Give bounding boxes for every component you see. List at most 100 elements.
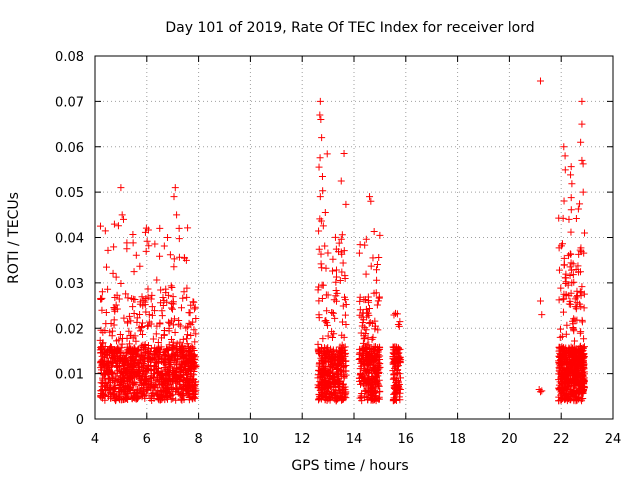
data-point [567, 194, 575, 202]
data-point [580, 343, 588, 351]
data-point [324, 344, 332, 352]
data-point [574, 262, 582, 270]
data-point [358, 390, 366, 398]
data-point [562, 270, 570, 278]
data-point [374, 297, 382, 305]
data-point [339, 302, 347, 310]
data-point [338, 268, 346, 276]
data-point [116, 349, 124, 357]
data-point [183, 340, 191, 348]
data-point [342, 367, 350, 375]
data-point [323, 321, 331, 329]
data-point [167, 282, 175, 290]
data-point [185, 319, 193, 327]
data-point [139, 360, 147, 368]
data-point [560, 385, 568, 393]
data-point [322, 317, 330, 325]
data-point [129, 386, 137, 394]
data-point [575, 250, 583, 258]
data-point [341, 390, 349, 398]
x-tick-label: 12 [294, 432, 311, 447]
data-point [578, 283, 586, 291]
data-point [140, 355, 148, 363]
data-point [337, 356, 345, 364]
data-point [324, 354, 332, 362]
data-point [576, 200, 584, 208]
data-point [330, 386, 338, 394]
data-point [159, 391, 167, 399]
data-point [390, 311, 398, 319]
data-point [111, 294, 119, 302]
data-point [558, 240, 566, 248]
data-point [366, 193, 374, 201]
data-point [129, 346, 137, 354]
data-point [317, 260, 325, 268]
data-point [362, 235, 370, 243]
data-point [362, 392, 370, 400]
data-point [179, 354, 187, 362]
data-point [330, 296, 338, 304]
data-point [175, 224, 183, 232]
data-point [104, 246, 112, 254]
data-point [321, 377, 329, 385]
data-point [579, 188, 587, 196]
data-point [186, 382, 194, 390]
data-point [147, 344, 155, 352]
data-point [356, 297, 364, 305]
data-point [577, 328, 585, 336]
data-point [339, 259, 347, 267]
data-point [342, 300, 350, 308]
data-point [372, 289, 380, 297]
data-point [158, 312, 166, 320]
data-point [333, 273, 341, 281]
data-point [335, 375, 343, 383]
data-point [144, 322, 152, 330]
data-point [119, 215, 127, 223]
data-point [536, 297, 544, 305]
data-point [154, 357, 162, 365]
x-tick-label: 4 [91, 432, 99, 447]
data-point [360, 382, 368, 390]
data-point [357, 329, 365, 337]
data-point [153, 350, 161, 358]
data-point [148, 311, 156, 319]
data-point [192, 314, 200, 322]
data-point [315, 163, 323, 171]
y-tick-label: 0.05 [55, 186, 84, 201]
data-point [148, 303, 156, 311]
data-point [190, 326, 198, 334]
data-point [185, 309, 193, 317]
data-point [149, 354, 157, 362]
data-point [131, 332, 139, 340]
data-point [366, 345, 374, 353]
data-point [97, 387, 105, 395]
data-point [179, 391, 187, 399]
x-tick-label: 14 [346, 432, 363, 447]
data-point [556, 325, 564, 333]
data-point [569, 260, 577, 268]
data-point [117, 396, 125, 404]
data-point [169, 298, 177, 306]
data-point [108, 332, 116, 340]
data-point [328, 360, 336, 368]
data-point [336, 277, 344, 285]
axis-ticks: 4 6 8 10 12 14 16 18 20 22 24 0 0.01 0.02 0.03 0.04 0.05… [55, 50, 621, 447]
data-point [319, 281, 327, 289]
data-point [328, 267, 336, 275]
data-point [567, 171, 575, 179]
data-point [396, 358, 404, 366]
data-point [562, 389, 570, 397]
data-point [321, 317, 329, 325]
data-point [316, 215, 324, 223]
data-point [336, 348, 344, 356]
data-point [176, 360, 184, 368]
data-point [567, 396, 575, 404]
data-point [184, 224, 192, 232]
data-point [169, 395, 177, 403]
data-point [118, 367, 126, 375]
data-point [319, 222, 327, 230]
data-point [560, 295, 568, 303]
data-point [560, 197, 568, 205]
x-axis-label: GPS time / hours [291, 458, 408, 474]
data-point [117, 279, 125, 287]
